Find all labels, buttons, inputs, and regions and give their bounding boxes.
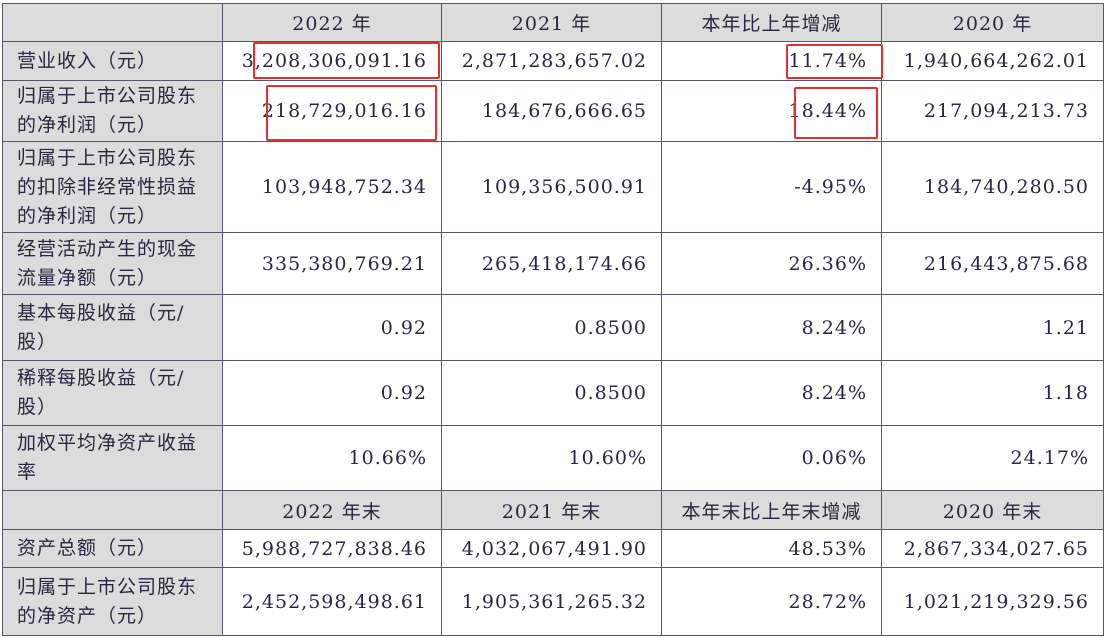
cell-change: -4.95% <box>661 141 882 233</box>
header-cell-blank <box>2 490 223 530</box>
cell-2020: 1,940,664,262.01 <box>881 41 1104 81</box>
cell-2022: 218,729,016.16 <box>222 80 442 142</box>
row-label: 资产总额（元） <box>2 529 223 568</box>
table-row: 基本每股收益（元/股） 0.92 0.8500 8.24% 1.21 <box>2 294 1104 361</box>
row-label: 稀释每股收益（元/股） <box>2 360 223 426</box>
cell-2022: 0.92 <box>222 360 442 426</box>
header-row-annual: 2022 年 2021 年 本年比上年增减 2020 年 <box>2 3 1104 42</box>
header-cell-2020-end: 2020 年末 <box>881 490 1104 530</box>
cell-2021: 184,676,666.65 <box>441 80 662 142</box>
cell-change: 8.24% <box>661 360 882 426</box>
row-label: 营业收入（元） <box>2 41 223 81</box>
cell-2022: 2,452,598,498.61 <box>222 567 442 636</box>
header-cell-2021-end: 2021 年末 <box>441 490 662 530</box>
row-label: 归属于上市公司股东的净资产（元） <box>2 567 223 636</box>
header-row-year-end: 2022 年末 2021 年末 本年末比上年末增减 2020 年末 <box>2 490 1104 530</box>
cell-change: 18.44% <box>661 80 882 142</box>
cell-2021: 109,356,500.91 <box>441 141 662 233</box>
header-cell-change-end: 本年末比上年末增减 <box>661 490 882 530</box>
cell-2020: 184,740,280.50 <box>881 141 1104 233</box>
cell-change: 26.36% <box>661 232 882 295</box>
cell-2022: 103,948,752.34 <box>222 141 442 233</box>
table-row: 归属于上市公司股东的扣除非经常性损益的净利润（元） 103,948,752.34… <box>2 141 1104 233</box>
table-row: 营业收入（元） 3,208,306,091.16 2,871,283,657.0… <box>2 41 1104 81</box>
cell-2021: 1,905,361,265.32 <box>441 567 662 636</box>
cell-2020: 217,094,213.73 <box>881 80 1104 142</box>
cell-2020: 1,021,219,329.56 <box>881 567 1104 636</box>
cell-2020: 1.21 <box>881 294 1104 361</box>
table-row: 加权平均净资产收益率 10.66% 10.60% 0.06% 24.17% <box>2 425 1104 491</box>
cell-2021: 4,032,067,491.90 <box>441 529 662 568</box>
cell-change: 11.74% <box>661 41 882 81</box>
header-cell-2022-end: 2022 年末 <box>222 490 442 530</box>
row-label: 加权平均净资产收益率 <box>2 425 223 491</box>
cell-change: 8.24% <box>661 294 882 361</box>
cell-2022: 5,988,727,838.46 <box>222 529 442 568</box>
cell-2021: 0.8500 <box>441 294 662 361</box>
header-cell-blank <box>2 3 223 42</box>
table-row: 归属于上市公司股东的净资产（元） 2,452,598,498.61 1,905,… <box>2 567 1104 636</box>
table-row: 归属于上市公司股东的净利润（元） 218,729,016.16 184,676,… <box>2 80 1104 142</box>
cell-change: 48.53% <box>661 529 882 568</box>
row-label: 基本每股收益（元/股） <box>2 294 223 361</box>
cell-2021: 10.60% <box>441 425 662 491</box>
cell-2022: 0.92 <box>222 294 442 361</box>
financial-summary-table: 2022 年 2021 年 本年比上年增减 2020 年 营业收入（元） 3,2… <box>2 3 1104 636</box>
header-cell-2021: 2021 年 <box>441 3 662 42</box>
cell-2020: 1.18 <box>881 360 1104 426</box>
table-row: 稀释每股收益（元/股） 0.92 0.8500 8.24% 1.18 <box>2 360 1104 426</box>
table-row: 经营活动产生的现金流量净额（元） 335,380,769.21 265,418,… <box>2 232 1104 295</box>
cell-2020: 24.17% <box>881 425 1104 491</box>
row-label: 归属于上市公司股东的扣除非经常性损益的净利润（元） <box>2 141 223 233</box>
header-cell-change: 本年比上年增减 <box>661 3 882 42</box>
cell-change: 28.72% <box>661 567 882 636</box>
header-cell-2020: 2020 年 <box>881 3 1104 42</box>
cell-change: 0.06% <box>661 425 882 491</box>
header-cell-2022: 2022 年 <box>222 3 442 42</box>
cell-2022: 10.66% <box>222 425 442 491</box>
cell-2022: 3,208,306,091.16 <box>222 41 442 81</box>
row-label: 经营活动产生的现金流量净额（元） <box>2 232 223 295</box>
table-row: 资产总额（元） 5,988,727,838.46 4,032,067,491.9… <box>2 529 1104 568</box>
cell-2021: 2,871,283,657.02 <box>441 41 662 81</box>
cell-2020: 2,867,334,027.65 <box>881 529 1104 568</box>
row-label: 归属于上市公司股东的净利润（元） <box>2 80 223 142</box>
cell-2020: 216,443,875.68 <box>881 232 1104 295</box>
cell-2021: 0.8500 <box>441 360 662 426</box>
cell-2022: 335,380,769.21 <box>222 232 442 295</box>
cell-2021: 265,418,174.66 <box>441 232 662 295</box>
